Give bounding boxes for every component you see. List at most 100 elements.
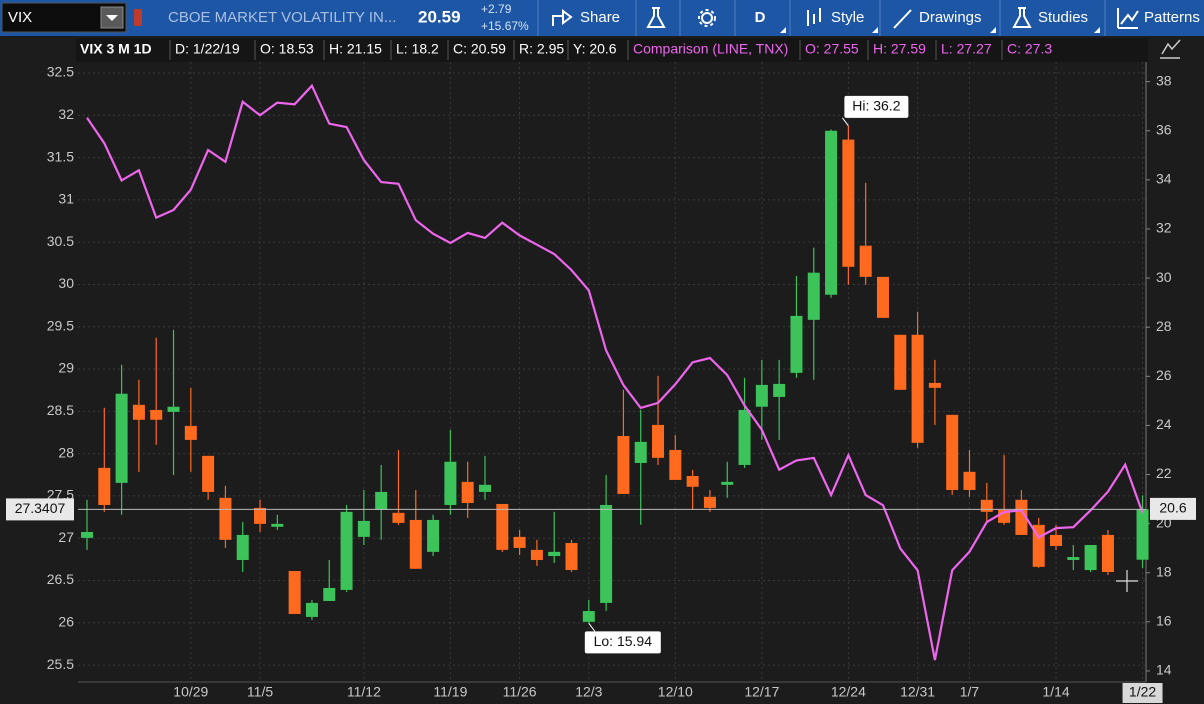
cursor [1116,570,1138,592]
comparison-field: O: 27.55 [805,41,859,57]
comparison-field: L: 27.27 [941,41,992,57]
candle-body [167,406,180,412]
info-field: D: 1/22/19 [175,41,240,57]
hi-pointer [841,117,849,127]
candle-body [219,497,232,540]
candle-body [1136,509,1149,560]
candle-body [1015,499,1028,535]
candle-body [928,382,941,388]
left-marker-box [6,498,74,521]
x-tick-label: 1/14 [1042,684,1069,700]
toolbar-button[interactable]: Drawings [919,9,982,26]
y2-tick-label: 27 [58,529,74,545]
right-marker: 20.6 [1159,500,1186,516]
candle-body [686,475,699,487]
info-field: Y: 20.6 [573,41,617,57]
x-tick-label: 1/7 [960,684,980,700]
toolbar-button[interactable]: Share [580,9,620,26]
candle-body [530,549,543,560]
x-tick-label: 11/12 [347,684,381,700]
y-tick-label: 30 [1156,269,1172,285]
y2-tick-label: 26.5 [47,571,74,587]
toolbar-button[interactable]: D [755,9,766,26]
candle-body [1084,544,1097,571]
toolbar-button[interactable]: Style [831,9,864,26]
toolbar-button[interactable]: Studies [1038,9,1088,26]
candle-body [876,276,889,318]
hi-box [844,95,909,118]
y-tick-label: 34 [1156,171,1172,187]
x-tick-label: 11/19 [433,684,467,700]
candle-body [721,481,734,485]
candle-body [478,484,491,492]
candle-body [150,409,163,420]
candle-body [825,130,838,295]
candle-body [427,519,440,552]
candle-body [669,449,682,480]
candle-body [323,587,336,601]
candle-body [80,531,93,538]
lo-pointer [588,623,596,632]
y-tick-label: 32 [1156,220,1172,236]
hi-label: Hi: 36.2 [852,98,900,114]
info-field: L: 18.2 [396,41,439,57]
candle-body [513,536,526,548]
lo-label: Lo: 15.94 [594,633,653,649]
y-tick-label: 36 [1156,121,1172,137]
candle-body [790,315,803,373]
candle-body [254,507,267,524]
y2-tick-label: 30 [58,275,74,291]
candle-body [946,414,959,490]
pct-change: +15.67% [481,19,529,33]
y2-tick-label: 31.5 [47,148,74,164]
info-field: R: 2.95 [519,41,564,57]
info-field: C: 20.59 [453,41,506,57]
candle-body [703,496,716,508]
corner-arrows [780,27,1100,33]
candle-body [842,139,855,267]
candle-body [1067,557,1080,560]
candle-body [807,272,820,320]
y2-tick-label: 29 [58,360,74,376]
candle-body [340,511,353,590]
symbol[interactable]: VIX [8,9,32,26]
y2-tick-label: 26 [58,613,74,629]
candle-body [271,523,284,527]
y2-tick-label: 32 [58,106,74,122]
y-tick-label: 26 [1156,367,1172,383]
y-tick-label: 14 [1156,662,1172,678]
toolbar-icons [552,7,1139,29]
candle-body [617,435,630,494]
x-tick-label: 12/17 [744,684,779,700]
candle-body [755,384,768,407]
candle-body [738,409,751,465]
y2-tick-label: 32.5 [47,64,74,80]
candle-body [565,543,578,571]
candle-body [305,602,318,617]
candle-body [1101,534,1114,572]
left-marker: 27.3407 [15,500,66,516]
flag-icon[interactable] [134,9,142,26]
y-tick-label: 18 [1156,563,1172,579]
toolbar-button[interactable]: Patterns [1144,9,1200,26]
net-change: +2.79 [481,2,512,16]
comparison-field: H: 27.59 [873,41,926,57]
right-marker-box [1150,497,1196,520]
y2-tick-label: 25.5 [47,656,74,672]
candle-body [202,455,215,492]
y2-tick-label: 30.5 [47,233,74,249]
candle-body [132,404,145,420]
y-tick-label: 24 [1156,416,1172,432]
chart-type-icon[interactable] [1160,39,1181,59]
x-tick-label: 11/26 [503,684,537,700]
x-tick-label: 12/24 [831,684,866,700]
candle-body [980,499,993,512]
y2-tick-label: 29.5 [47,317,74,333]
x-tick-highlight [1122,683,1163,703]
candle-body [582,611,595,622]
candle-body [548,551,561,557]
candle-body [634,441,647,463]
comparison-label: Comparison (LINE, TNX) [633,41,788,57]
candle-body [409,519,422,569]
